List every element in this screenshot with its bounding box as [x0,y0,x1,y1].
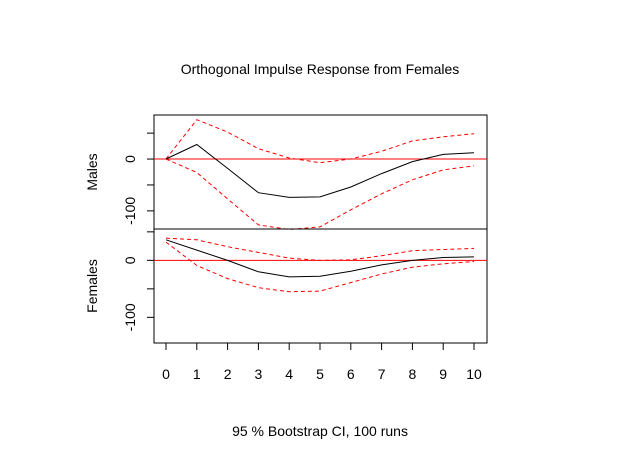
males-y-tick-label: -100 [122,197,138,225]
x-tick-label: 3 [255,366,263,382]
males-plot-frame [153,114,488,230]
females-upper-ci-line [165,237,475,261]
x-axis-label: 95 % Bootstrap CI, 100 runs [232,423,408,439]
males-upper-ci-line [165,119,475,164]
females-plot-frame [153,228,488,344]
x-tick-label: 0 [162,366,170,382]
x-tick-label: 6 [347,366,355,382]
females-y-tick-label: -100 [122,303,138,331]
x-tick-label: 4 [285,366,293,382]
females-lower-ci-line [165,241,475,293]
x-axis: 0 1 2 3 4 5 6 7 8 9 10 [162,343,482,382]
males-y-tick-label: 0 [122,155,138,163]
females-y-axis-label: Females [84,259,100,313]
females-y-tick-label: 0 [122,256,138,264]
panel-females: 0 -100 Females [84,228,488,344]
x-tick-label: 8 [409,366,417,382]
females-response-line [165,239,475,278]
x-tick-label: 9 [439,366,447,382]
x-tick-label: 10 [466,366,482,382]
males-response-line [165,143,475,198]
males-lower-ci-line [165,158,475,231]
males-y-axis-label: Males [84,153,100,190]
panel-males: 0 -100 Males [84,114,488,231]
x-tick-label: 2 [224,366,232,382]
x-tick-label: 5 [316,366,324,382]
x-tick-label: 1 [193,366,201,382]
chart-title: Orthogonal Impulse Response from Females [181,61,460,77]
x-tick-label: 7 [378,366,386,382]
